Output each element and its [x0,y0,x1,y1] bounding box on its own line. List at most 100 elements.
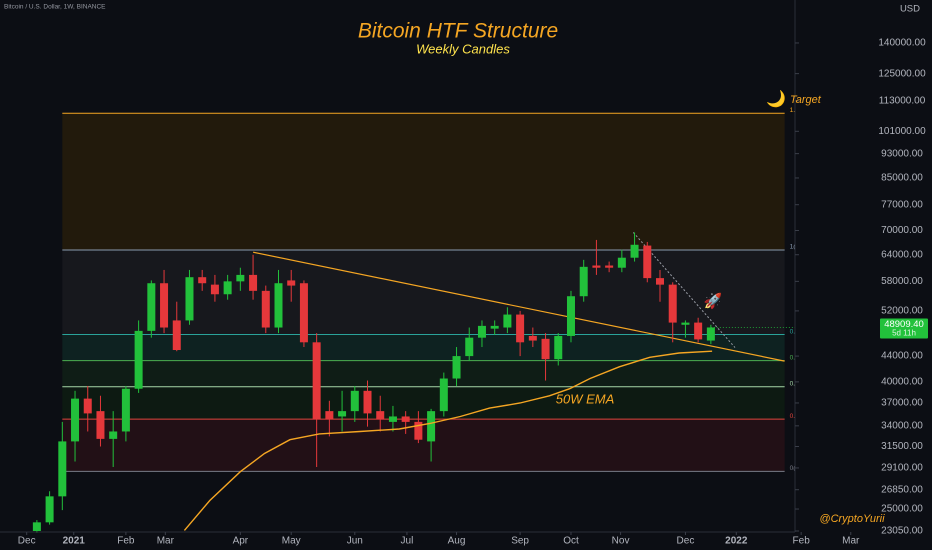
candle-body [706,327,715,341]
y-tick-label: 101000.00 [878,126,926,137]
x-tick-label: 2022 [725,536,748,547]
candle-body [236,274,245,282]
source-label: Bitcoin / U.S. Dollar, 1W, BINANCE [4,4,106,11]
candle-body [592,265,601,268]
last-price-tag [880,318,928,339]
candle-body [325,411,334,420]
candle-body [605,265,614,268]
x-tick-label: Sep [511,536,529,547]
target-icon: 🌙 [766,89,786,108]
x-tick-label: Aug [448,536,466,547]
y-tick-label: 52000.00 [881,306,923,317]
candle-body [694,322,703,340]
ema-label: 50W EMA [556,391,615,406]
y-tick-label: 58000.00 [881,276,923,287]
fib-zone [62,386,785,420]
x-tick-label: Oct [563,536,579,547]
candle-body [617,257,626,268]
target-label: Target [790,94,822,106]
candle-body [261,290,270,328]
candle-body [414,421,423,440]
candle-body [147,283,156,331]
candle-body [528,335,537,341]
y-tick-label: 25000.00 [881,504,923,515]
x-tick-label: Mar [842,536,860,547]
x-tick-label: Feb [793,536,811,547]
x-tick-label: 2021 [63,536,86,547]
candle-body [172,320,181,351]
x-tick-label: Jun [347,536,363,547]
x-tick-label: Feb [117,536,135,547]
fib-zone [62,334,785,361]
candle-body [299,283,308,343]
candle-body [71,398,80,442]
y-tick-label: 93000.00 [881,148,923,159]
fib-zone [62,113,785,250]
chart-subtitle: Weekly Candles [416,41,510,56]
candle-body [401,416,410,422]
candle-body [121,388,130,432]
candle-body [427,411,436,442]
candle-body [109,431,118,439]
candle-body [32,522,41,531]
candle-body [465,337,474,357]
candle-body [223,281,232,295]
candle-body [541,338,550,360]
candle-body [452,356,461,379]
candle-body [630,244,639,258]
y-tick-label: 23050.00 [881,526,923,537]
y-tick-label: 64000.00 [881,249,923,260]
candle-body [210,284,219,295]
y-tick-label: 26850.00 [881,484,923,495]
candle-body [363,390,372,414]
chart-title: Bitcoin HTF Structure [358,20,558,43]
x-tick-label: Mar [157,536,175,547]
axis-unit: USD [900,4,920,15]
y-tick-label: 125000.00 [878,68,926,79]
y-tick-label: 113000.00 [879,96,926,107]
candle-body [554,335,563,360]
candle-body [83,398,92,414]
y-tick-label: 85000.00 [881,173,923,184]
candle-body [185,277,194,321]
candle-body [96,411,105,439]
y-tick-label: 31500.00 [881,441,923,452]
candle-body [249,274,258,291]
candle-body [656,278,664,285]
candle-body [477,325,486,338]
y-tick-label: 77000.00 [881,199,923,210]
y-tick-label: 34000.00 [881,420,923,431]
candle-body [503,314,512,328]
candle-body [160,283,169,328]
y-tick-label: 29100.00 [881,463,923,474]
candle-body [338,411,347,417]
x-tick-label: Dec [18,536,36,547]
y-tick-label: 40000.00 [881,377,923,388]
x-tick-label: May [282,536,301,547]
candle-body [350,390,359,412]
candle-body [274,283,283,328]
candle-body [579,266,588,297]
x-tick-label: Nov [612,536,630,547]
candle-body [516,314,525,343]
candle-body [681,322,690,325]
fib-zone [62,360,785,387]
last-price-label: 48909.40 [884,319,924,330]
y-tick-label: 70000.00 [881,225,923,236]
plot-area: 1.618(107986.68)1(65130.94)0.618(47649.4… [32,107,841,533]
candle-body [490,325,499,329]
fib-zone [62,419,785,472]
x-tick-label: Jul [401,536,414,547]
candle-body [668,284,677,323]
candle-body [287,280,296,286]
candle-body [439,378,448,412]
countdown-label: 5d 11h [892,329,916,338]
y-tick-label: 140000.00 [878,38,926,49]
trendline [252,251,785,362]
candle-body [134,330,143,389]
candle-body [376,411,385,420]
candle-body [643,245,652,279]
candle-body [45,496,54,523]
x-tick-label: Dec [677,536,695,547]
